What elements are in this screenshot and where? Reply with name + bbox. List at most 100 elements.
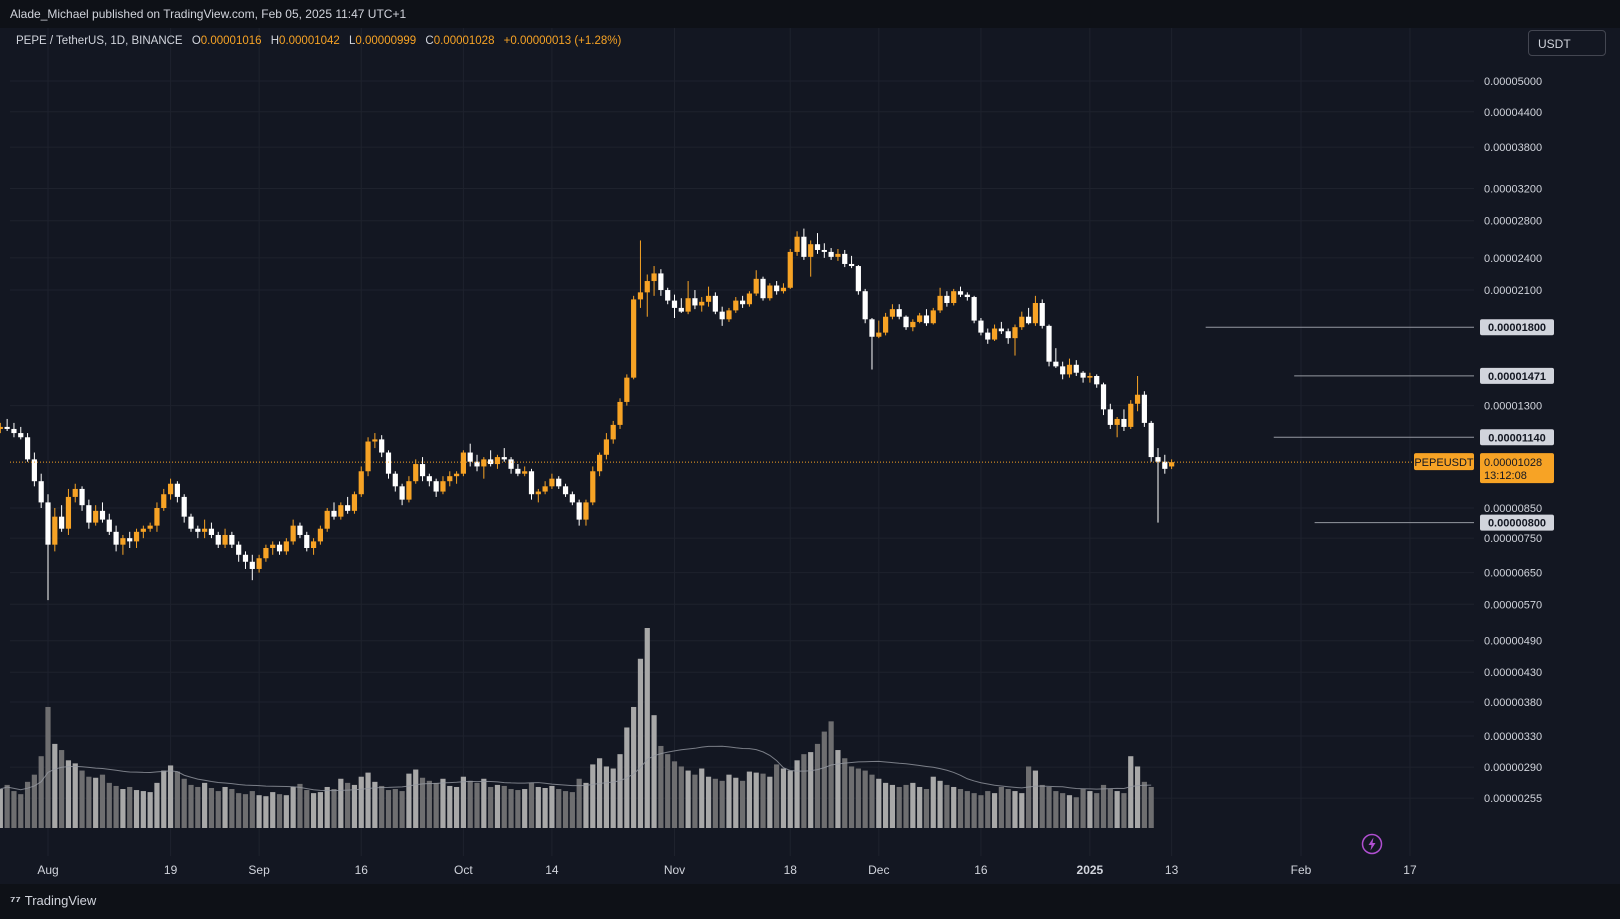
candle-body bbox=[1032, 303, 1039, 324]
volume-bar bbox=[917, 786, 923, 828]
volume-bar bbox=[1005, 789, 1011, 828]
footer-bar: ⁷⁷ TradingView bbox=[0, 884, 1620, 919]
candle-body bbox=[535, 491, 541, 495]
candle-body bbox=[1066, 364, 1073, 375]
lightning-icon[interactable] bbox=[1361, 833, 1383, 855]
candle-body bbox=[821, 249, 827, 252]
symbol-title[interactable]: PEPE / TetherUS, 1D, BINANCE bbox=[16, 35, 183, 47]
time-tick-label: Feb bbox=[1291, 863, 1312, 877]
volume-bar bbox=[876, 778, 882, 828]
volume-bar bbox=[304, 790, 310, 828]
symbol-price-tag-label: PEPEUSDT bbox=[1414, 457, 1474, 469]
candle-body bbox=[596, 454, 603, 472]
volume-bar bbox=[1114, 791, 1120, 828]
chart-frame[interactable] bbox=[10, 28, 1610, 884]
volume-bar bbox=[705, 776, 712, 828]
volume-bar bbox=[256, 795, 262, 828]
candle-body bbox=[1046, 325, 1052, 362]
candle-body bbox=[229, 534, 235, 545]
candle-body bbox=[842, 253, 848, 264]
volume-bar bbox=[1094, 793, 1100, 828]
volume-bar bbox=[671, 761, 678, 828]
volume-bar bbox=[1026, 766, 1032, 828]
candle-body bbox=[665, 290, 671, 301]
candle-body bbox=[705, 295, 712, 302]
candle-body bbox=[31, 459, 37, 482]
candle-body bbox=[372, 439, 378, 442]
volume-bar bbox=[808, 752, 814, 828]
volume-bar bbox=[746, 771, 753, 828]
price-level-label: 0.00001800 bbox=[1488, 322, 1546, 334]
volume-bar bbox=[147, 792, 153, 828]
candle-body bbox=[760, 278, 766, 299]
countdown-label: 13:12:08 bbox=[1484, 470, 1527, 482]
candle-body bbox=[719, 311, 725, 320]
volume-bar bbox=[1148, 786, 1154, 828]
currency-button[interactable]: USDT bbox=[1528, 30, 1606, 56]
candle-body bbox=[283, 541, 289, 552]
candle-body bbox=[399, 486, 405, 500]
volume-bar bbox=[399, 791, 405, 828]
volume-bar bbox=[440, 778, 446, 828]
price-level-label: 0.00001140 bbox=[1488, 432, 1546, 444]
volume-bar bbox=[460, 776, 466, 828]
candle-body bbox=[869, 319, 875, 337]
candle-body bbox=[556, 478, 562, 487]
candle-body bbox=[644, 281, 650, 293]
candle-body bbox=[1141, 394, 1147, 423]
candle-body bbox=[964, 294, 970, 298]
volume-bar bbox=[998, 786, 1004, 828]
volume-bar bbox=[426, 780, 432, 828]
price-tick-label: 0.00002800 bbox=[1484, 216, 1542, 228]
candle-body bbox=[787, 251, 793, 288]
candle-body bbox=[202, 528, 208, 532]
candle-body bbox=[154, 508, 160, 526]
volume-bar bbox=[208, 788, 215, 828]
tradingview-logo[interactable]: ⁷⁷ TradingView bbox=[10, 893, 96, 908]
candle-body bbox=[1128, 403, 1134, 427]
candle-body bbox=[855, 266, 861, 292]
volume-bar bbox=[978, 795, 984, 828]
price-tick-label: 0.00000750 bbox=[1484, 533, 1542, 545]
high-label: H bbox=[270, 35, 280, 47]
candle-body bbox=[671, 300, 678, 308]
volume-bar bbox=[862, 770, 868, 828]
price-tick-label: 0.00005000 bbox=[1484, 76, 1542, 88]
price-tick-label: 0.00000290 bbox=[1484, 762, 1542, 774]
volume-bar bbox=[140, 791, 146, 828]
candle-body bbox=[195, 528, 201, 532]
volume-bar bbox=[24, 781, 31, 828]
candle-body bbox=[0, 426, 3, 429]
candle-body bbox=[739, 300, 746, 305]
volume-bar bbox=[651, 715, 657, 828]
candle-body bbox=[848, 263, 855, 267]
volume-bar bbox=[317, 792, 323, 828]
candle-body bbox=[692, 298, 698, 306]
volume-bar bbox=[760, 773, 766, 828]
time-tick-label: Aug bbox=[37, 863, 58, 877]
volume-bar bbox=[576, 778, 582, 828]
volume-bar bbox=[215, 791, 221, 828]
candle-body bbox=[508, 459, 514, 469]
candle-body bbox=[351, 494, 358, 511]
candle-body bbox=[801, 236, 807, 257]
volume-bar bbox=[494, 784, 501, 828]
candle-body bbox=[1053, 361, 1059, 367]
volume-bar bbox=[195, 786, 201, 828]
volume-bar bbox=[385, 790, 392, 828]
candle-body bbox=[808, 244, 814, 257]
volume-bar bbox=[11, 791, 17, 828]
volume-bar bbox=[869, 774, 875, 828]
time-tick-label: Sep bbox=[248, 863, 270, 877]
candle-body bbox=[1148, 422, 1154, 458]
candle-body bbox=[733, 300, 739, 311]
candle-body bbox=[113, 531, 119, 545]
candle-body bbox=[624, 377, 630, 402]
candle-body bbox=[481, 459, 487, 467]
candle-body bbox=[86, 505, 92, 523]
volume-bar bbox=[1019, 793, 1025, 828]
candle-body bbox=[242, 554, 249, 562]
volume-bar bbox=[86, 776, 92, 828]
volume-bar bbox=[848, 766, 855, 828]
